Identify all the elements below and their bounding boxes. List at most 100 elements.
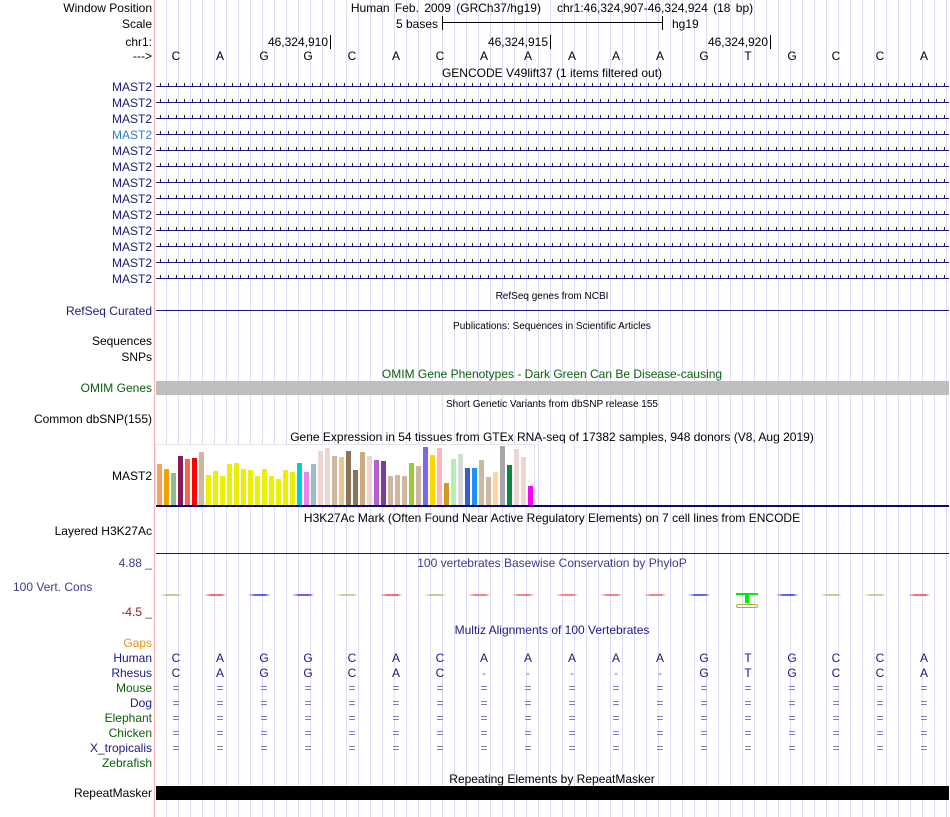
gtex-bar[interactable] xyxy=(276,479,281,505)
gtex-bar[interactable] xyxy=(164,468,169,505)
phylop-label[interactable]: 100 Vert. Cons xyxy=(13,580,93,594)
gtex-bar[interactable] xyxy=(388,476,393,505)
gtex-bar[interactable] xyxy=(402,475,407,505)
gtex-bar[interactable] xyxy=(206,474,211,505)
gene-arrow-line[interactable] xyxy=(156,243,949,251)
gtex-bar[interactable] xyxy=(185,458,190,505)
species-label[interactable]: Dog xyxy=(129,696,152,710)
gene-arrow-line[interactable] xyxy=(156,259,949,267)
phylop-bar[interactable] xyxy=(380,594,402,596)
gene-arrow-line[interactable] xyxy=(156,83,949,91)
gtex-bar-chart[interactable] xyxy=(155,444,535,505)
phylop-bar[interactable] xyxy=(204,594,226,596)
gtex-bar[interactable] xyxy=(304,471,309,505)
gtex-bar[interactable] xyxy=(199,451,204,505)
gencode-gene-label[interactable]: MAST2 xyxy=(111,128,152,142)
gtex-bar[interactable] xyxy=(416,465,421,505)
gene-arrow-line[interactable] xyxy=(156,211,949,219)
gtex-bar[interactable] xyxy=(269,475,274,505)
gtex-bar[interactable] xyxy=(220,476,225,505)
gtex-bar[interactable] xyxy=(500,446,505,505)
gtex-bar[interactable] xyxy=(192,457,197,505)
omim-gene-bar[interactable] xyxy=(156,381,949,395)
species-label[interactable]: X_tropicalis xyxy=(89,741,152,755)
gencode-gene-label[interactable]: MAST2 xyxy=(111,112,152,126)
gtex-bar[interactable] xyxy=(521,456,526,505)
gtex-bar[interactable] xyxy=(486,477,491,505)
gtex-bar[interactable] xyxy=(213,470,218,505)
phylop-bar[interactable] xyxy=(776,594,798,596)
phylop-bar[interactable] xyxy=(736,593,758,595)
gencode-gene-label[interactable]: MAST2 xyxy=(111,208,152,222)
gencode-gene-label[interactable]: MAST2 xyxy=(111,224,152,238)
gencode-gene-label[interactable]: MAST2 xyxy=(111,80,152,94)
gtex-bar[interactable] xyxy=(479,459,484,505)
gene-arrow-line[interactable] xyxy=(156,115,949,123)
gtex-bar[interactable] xyxy=(227,463,232,505)
gtex-bar[interactable] xyxy=(507,464,512,505)
gene-arrow-line[interactable] xyxy=(156,227,949,235)
gtex-bar[interactable] xyxy=(423,446,428,505)
gtex-bar[interactable] xyxy=(451,458,456,505)
gtex-bar[interactable] xyxy=(444,483,449,505)
h3k27ac-label[interactable]: Layered H3K27Ac xyxy=(54,524,152,538)
phylop-bar[interactable] xyxy=(468,594,490,596)
snps-label[interactable]: SNPs xyxy=(121,350,152,364)
phylop-bar[interactable] xyxy=(736,604,758,608)
gene-arrow-line[interactable] xyxy=(156,275,949,283)
phylop-bar[interactable] xyxy=(556,594,578,596)
gtex-bar[interactable] xyxy=(493,471,498,505)
gtex-bar[interactable] xyxy=(430,454,435,505)
repeatmasker-label[interactable]: RepeatMasker xyxy=(73,786,152,800)
gencode-gene-label[interactable]: MAST2 xyxy=(111,144,152,158)
gtex-bar[interactable] xyxy=(311,463,316,505)
gtex-bar[interactable] xyxy=(283,469,288,505)
gtex-label[interactable]: MAST2 xyxy=(111,469,152,483)
gencode-gene-label[interactable]: MAST2 xyxy=(111,272,152,286)
refseq-label[interactable]: RefSeq Curated xyxy=(65,304,152,318)
gencode-gene-label[interactable]: MAST2 xyxy=(111,256,152,270)
gtex-bar[interactable] xyxy=(290,471,295,505)
species-label[interactable]: Elephant xyxy=(104,711,152,725)
phylop-bar[interactable] xyxy=(745,595,749,603)
sequences-label[interactable]: Sequences xyxy=(91,334,152,348)
species-label[interactable]: Zebrafish xyxy=(101,756,152,770)
gencode-gene-label[interactable]: MAST2 xyxy=(111,96,152,110)
gtex-bar[interactable] xyxy=(332,455,337,505)
phylop-bar[interactable] xyxy=(160,594,182,596)
gene-arrow-line[interactable] xyxy=(156,131,949,139)
species-label[interactable]: Mouse xyxy=(115,681,152,695)
phylop-bar[interactable] xyxy=(424,594,446,596)
gtex-bar[interactable] xyxy=(353,469,358,505)
gtex-bar[interactable] xyxy=(297,462,302,505)
gencode-gene-label[interactable]: MAST2 xyxy=(111,160,152,174)
gtex-bar[interactable] xyxy=(409,462,414,505)
gtex-bar[interactable] xyxy=(234,462,239,505)
gtex-bar[interactable] xyxy=(241,468,246,505)
gtex-bar[interactable] xyxy=(465,467,470,505)
gtex-bar[interactable] xyxy=(325,447,330,505)
phylop-bar[interactable] xyxy=(292,594,314,596)
omim-label[interactable]: OMIM Genes xyxy=(80,381,152,395)
gtex-bar[interactable] xyxy=(255,475,260,505)
gene-arrow-line[interactable] xyxy=(156,147,949,155)
gtex-bar[interactable] xyxy=(472,467,477,505)
gtex-bar[interactable] xyxy=(346,450,351,505)
gtex-bar[interactable] xyxy=(318,450,323,505)
phylop-bar[interactable] xyxy=(688,594,710,596)
gene-arrow-line[interactable] xyxy=(156,179,949,187)
gtex-bar[interactable] xyxy=(360,451,365,505)
gtex-bar[interactable] xyxy=(171,472,176,505)
gtex-bar[interactable] xyxy=(262,468,267,505)
gtex-bar[interactable] xyxy=(248,469,253,505)
dbsnp-label[interactable]: Common dbSNP(155) xyxy=(33,412,152,426)
gtex-bar[interactable] xyxy=(528,486,533,505)
gtex-bar[interactable] xyxy=(437,447,442,505)
phylop-bar[interactable] xyxy=(336,594,358,596)
phylop-bar[interactable] xyxy=(600,594,622,596)
species-label[interactable]: Chicken xyxy=(108,726,152,740)
species-label[interactable]: Rhesus xyxy=(111,666,152,680)
phylop-bar[interactable] xyxy=(908,594,930,596)
phylop-bar[interactable] xyxy=(248,594,270,596)
gencode-gene-label[interactable]: MAST2 xyxy=(111,240,152,254)
